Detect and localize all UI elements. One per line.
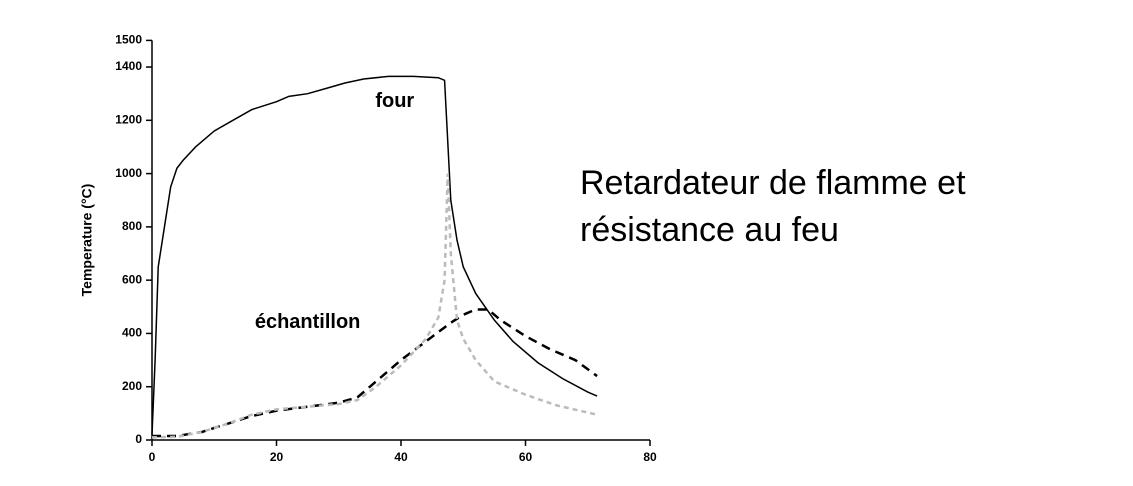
x-tick-label: 0	[149, 450, 156, 464]
y-tick-label: 400	[122, 326, 142, 340]
heading-line: Retardateur de flamme et	[580, 164, 966, 202]
y-tick-label: 1500	[115, 33, 142, 47]
x-tick-label: 60	[519, 450, 533, 464]
series-line	[151, 75, 598, 435]
y-tick-label: 1400	[115, 59, 142, 73]
y-tick-label: 600	[122, 272, 142, 286]
y-tick-label: 200	[122, 379, 142, 393]
x-tick-label: 40	[394, 450, 408, 464]
y-axis-label: Temperature (°C)	[79, 184, 95, 297]
series-label: échantillon	[255, 311, 361, 333]
y-tick-label: 1200	[115, 112, 142, 126]
x-tick-label: 80	[643, 450, 657, 464]
y-tick-label: 800	[122, 219, 142, 233]
series-line	[152, 308, 598, 438]
heading-line: résistance au feu	[580, 211, 839, 249]
x-tick-label: 20	[270, 450, 284, 464]
y-tick-label: 0	[135, 432, 142, 446]
series-label: four	[375, 90, 414, 112]
series-line	[151, 173, 598, 439]
y-tick-label: 1000	[115, 166, 142, 180]
